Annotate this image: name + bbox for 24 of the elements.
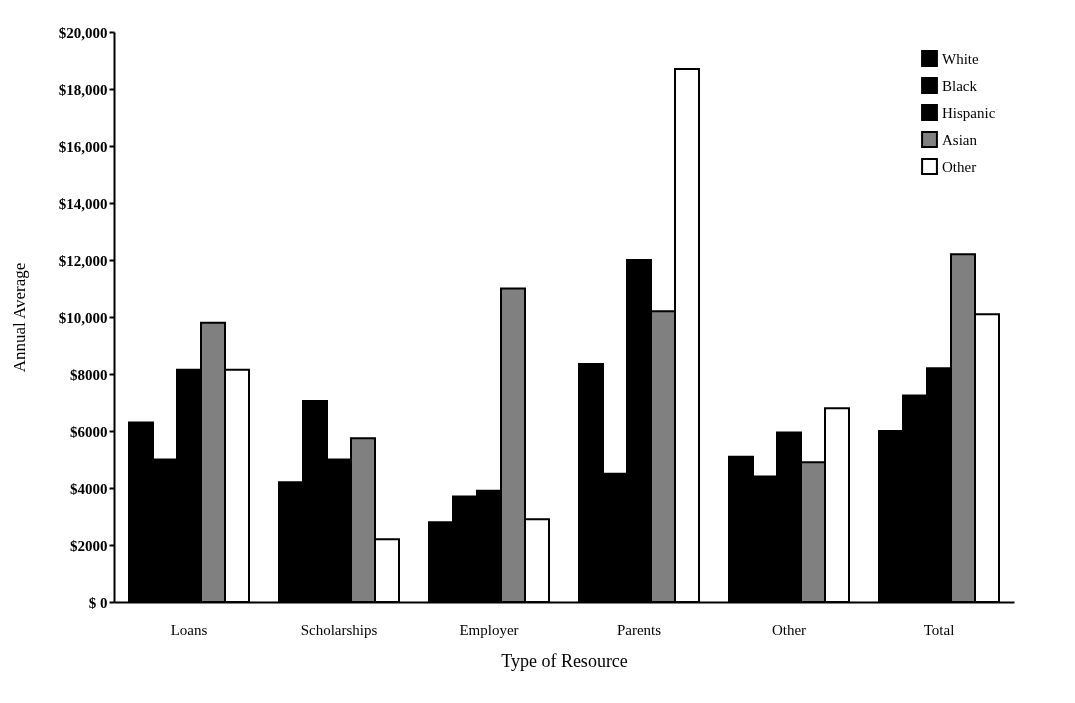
y-tick-label: $16,000 xyxy=(58,138,108,155)
x-tick-label: Scholarships xyxy=(300,621,378,638)
y-tick-label: $14,000 xyxy=(58,195,108,212)
y-tick-label: $8000 xyxy=(70,366,108,383)
y-tick-label: $20,000 xyxy=(58,24,108,41)
legend-label: Hispanic xyxy=(942,104,996,121)
y-tick-label: $4000 xyxy=(70,480,108,497)
y-tick-label: $12,000 xyxy=(58,252,108,269)
legend-label: Asian xyxy=(942,131,978,148)
y-tick-label: $6000 xyxy=(70,423,108,440)
legend-label: Other xyxy=(942,158,977,175)
y-tick-label: $2000 xyxy=(70,537,108,554)
x-tick-label: Employer xyxy=(459,621,519,638)
y-tick-label: $ 0 xyxy=(88,594,108,611)
x-tick-label: Parents xyxy=(616,621,662,638)
y-tick-label: $18,000 xyxy=(58,81,108,98)
y-tick-label: $10,000 xyxy=(58,309,108,326)
legend-label: White xyxy=(942,50,979,67)
legend-label: Black xyxy=(942,77,978,94)
x-tick-label: Total xyxy=(923,621,955,638)
x-tick-label: Other xyxy=(771,621,807,638)
x-axis-title: Type of Resource xyxy=(501,650,628,671)
y-axis-title: Annual Average xyxy=(9,262,29,373)
x-tick-label: Loans xyxy=(170,621,208,638)
